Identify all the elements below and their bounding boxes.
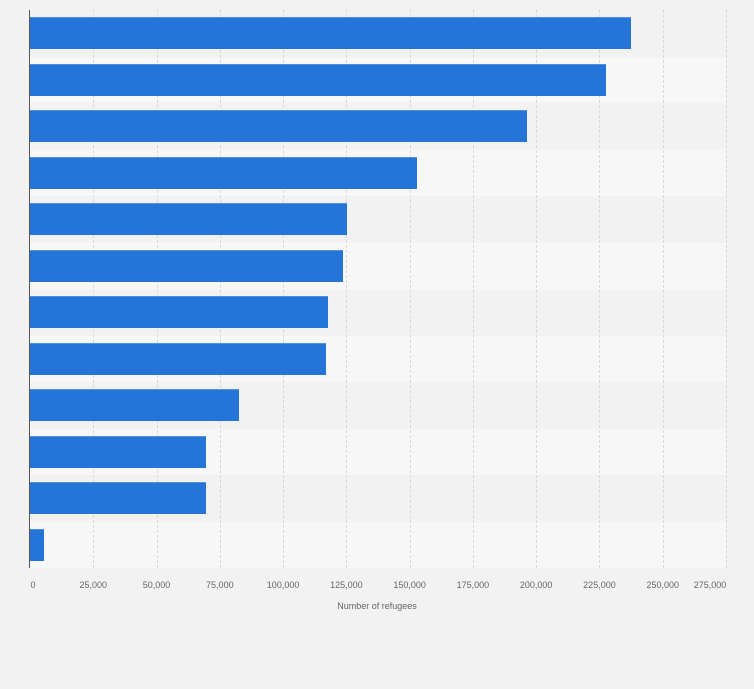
y-axis-line — [29, 10, 30, 568]
x-tick-label: 150,000 — [393, 580, 426, 590]
bar[interactable] — [30, 296, 328, 328]
gridline — [726, 10, 727, 568]
x-tick-label: 50,000 — [142, 580, 171, 590]
bar[interactable] — [30, 342, 326, 375]
gridline — [346, 10, 348, 568]
gridline — [472, 10, 474, 568]
gridline — [93, 10, 95, 568]
x-axis-title: Number of refugees — [337, 601, 417, 611]
x-tick-label: 75,000 — [206, 580, 234, 590]
x-tick-label: 175,000 — [456, 580, 490, 590]
bar[interactable] — [30, 203, 347, 235]
x-tick-label: 275,000 — [693, 580, 727, 590]
bar[interactable] — [30, 435, 206, 468]
bar[interactable] — [30, 63, 606, 96]
gridline — [409, 10, 411, 568]
gridline — [536, 10, 538, 568]
x-tick-label: 25,000 — [79, 580, 108, 590]
x-tick-label: 250,000 — [646, 580, 679, 590]
gridline — [599, 10, 601, 568]
x-tick-label: 225,000 — [583, 580, 616, 590]
x-tick-label: 125,000 — [330, 580, 363, 590]
x-tick-label: 200,000 — [519, 580, 553, 590]
gridline — [219, 10, 221, 568]
row-stripe — [30, 521, 726, 568]
bar[interactable] — [30, 17, 631, 49]
bar[interactable] — [30, 156, 417, 189]
gridline — [283, 10, 285, 568]
gridline — [156, 10, 158, 568]
gridline — [662, 10, 664, 568]
x-tick-label: 0 — [30, 580, 36, 590]
plot-area — [30, 10, 727, 568]
bar[interactable] — [30, 482, 206, 514]
bar[interactable] — [30, 528, 44, 561]
x-tick-label: 100,000 — [266, 580, 300, 590]
bar[interactable] — [30, 389, 239, 421]
bar[interactable] — [30, 249, 343, 282]
bar[interactable] — [30, 110, 527, 142]
